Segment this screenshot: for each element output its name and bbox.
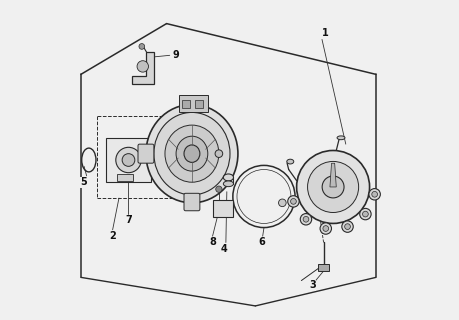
Circle shape xyxy=(344,224,350,229)
Ellipse shape xyxy=(165,125,218,182)
Text: 1: 1 xyxy=(321,28,328,38)
Circle shape xyxy=(215,186,222,192)
Circle shape xyxy=(307,161,358,212)
Text: 5: 5 xyxy=(80,177,87,187)
FancyBboxPatch shape xyxy=(138,144,153,163)
Bar xyxy=(179,95,207,112)
Circle shape xyxy=(300,213,311,225)
Ellipse shape xyxy=(146,105,237,203)
Ellipse shape xyxy=(223,174,233,181)
Circle shape xyxy=(137,61,148,72)
Bar xyxy=(195,100,202,108)
Circle shape xyxy=(362,211,368,217)
Circle shape xyxy=(215,150,222,157)
Circle shape xyxy=(290,198,296,204)
Ellipse shape xyxy=(223,181,233,187)
Bar xyxy=(106,138,151,182)
Ellipse shape xyxy=(184,145,199,162)
Circle shape xyxy=(341,221,353,232)
Circle shape xyxy=(278,199,285,207)
Polygon shape xyxy=(131,52,153,84)
Text: 7: 7 xyxy=(125,215,132,225)
Text: 4: 4 xyxy=(220,244,227,254)
FancyBboxPatch shape xyxy=(184,193,199,211)
Circle shape xyxy=(122,154,134,166)
Text: 8: 8 xyxy=(209,237,216,247)
Ellipse shape xyxy=(336,136,344,140)
Bar xyxy=(182,100,190,108)
Bar xyxy=(212,200,233,217)
Circle shape xyxy=(319,223,331,234)
Circle shape xyxy=(116,147,141,173)
Circle shape xyxy=(321,176,343,198)
Ellipse shape xyxy=(286,159,293,164)
Circle shape xyxy=(287,196,298,207)
Circle shape xyxy=(139,44,144,49)
Circle shape xyxy=(368,188,380,200)
Circle shape xyxy=(302,216,308,222)
Ellipse shape xyxy=(176,136,207,171)
Circle shape xyxy=(296,150,369,223)
Bar xyxy=(117,174,133,180)
Circle shape xyxy=(359,208,370,220)
Text: 2: 2 xyxy=(109,231,116,241)
Polygon shape xyxy=(329,163,336,187)
Circle shape xyxy=(322,226,328,231)
Text: 6: 6 xyxy=(258,237,264,247)
Ellipse shape xyxy=(153,112,230,195)
Circle shape xyxy=(371,191,377,197)
Text: 9: 9 xyxy=(172,50,179,60)
Bar xyxy=(317,264,329,271)
Text: 3: 3 xyxy=(308,280,315,290)
